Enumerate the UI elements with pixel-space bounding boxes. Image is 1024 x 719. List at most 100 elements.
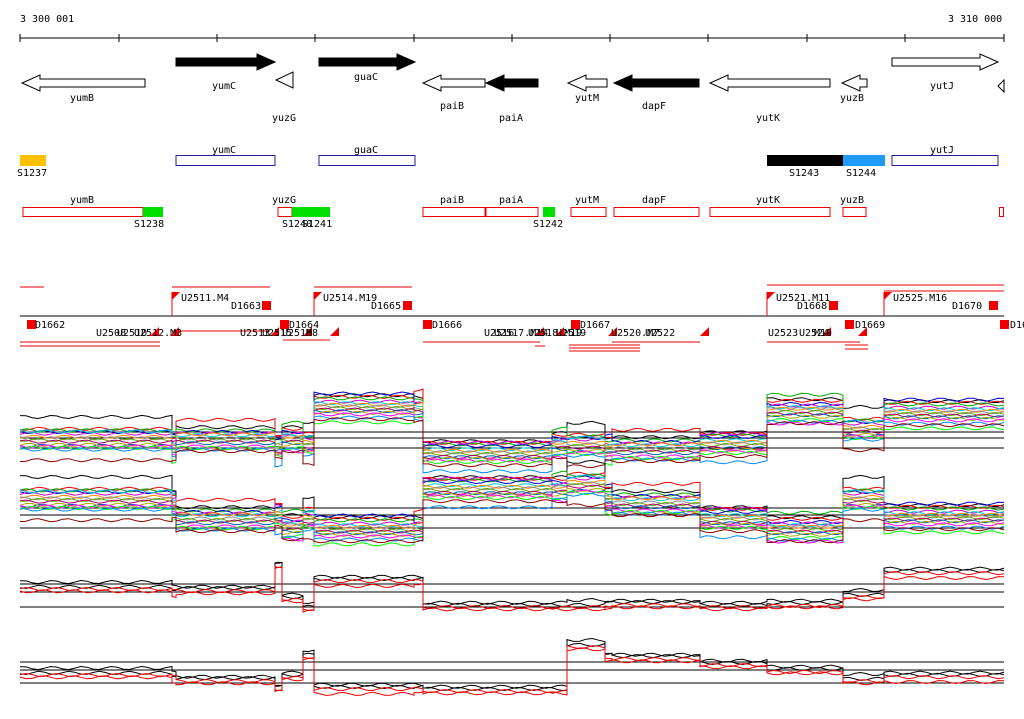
- expression-series-line: [19, 417, 1005, 469]
- gene-arrow: [20, 74, 146, 92]
- segment-S1237: S1237: [17, 155, 47, 179]
- segment-S1238: S1238: [134, 207, 164, 230]
- downshift-label: D1670: [952, 301, 982, 312]
- gene-label: yutK: [756, 113, 780, 124]
- segment-yuzB: yuzB: [840, 195, 867, 217]
- downshift-label: D1666: [432, 320, 462, 331]
- downshift-label: D1667: [580, 320, 610, 331]
- segment-label: yumC: [212, 145, 236, 156]
- expression-series-line: [19, 645, 1005, 695]
- transcript-label: U2510: [117, 328, 147, 339]
- gene-label: yumB: [70, 93, 94, 104]
- upshift-marker: [314, 292, 322, 300]
- gene-arrow: [421, 74, 486, 92]
- segment-dapF: dapF: [613, 195, 700, 217]
- downshift-marker: [403, 301, 412, 310]
- segment-label: paiA: [499, 195, 523, 206]
- expression-series-line: [19, 475, 1005, 525]
- gene-dapF: dapF: [612, 74, 700, 112]
- expression-series-line: [19, 388, 1005, 445]
- gene-label: yutM: [575, 93, 599, 104]
- transcription-shift-track: U2511.M4 U2514.M19 U2521.M11 U2525.M16 D1662…: [20, 284, 1024, 352]
- profile-panel-4: [19, 637, 1005, 696]
- downshift-marker: [571, 320, 580, 329]
- expression-series-line: [19, 415, 1005, 474]
- gene-annotation-track: yumB yumC yuzG guaC paiB paiA yutM dapF yutK yuzB…: [20, 53, 1005, 124]
- downshift-marker: [423, 320, 432, 329]
- upshift-label: U2525.M16: [893, 293, 947, 304]
- expression-series-line: [19, 404, 1005, 455]
- expression-series-line: [19, 499, 1005, 544]
- segment-yumC: yumC: [175, 145, 276, 166]
- segment-label: guaC: [354, 145, 378, 156]
- segment-box: [613, 207, 700, 217]
- segment-track-top: S1237 yumC guaC S1243 S1244 yutJ: [17, 145, 999, 179]
- segment-yutJ: yutJ: [891, 145, 999, 166]
- segment-label: yutK: [756, 195, 780, 206]
- gene-arrow: [612, 74, 700, 92]
- small-shift-marker: [822, 327, 831, 336]
- downshift-marker: [27, 320, 36, 329]
- segment-box: [842, 207, 867, 217]
- gene-label: yutJ: [930, 81, 954, 92]
- transcript-label: U2517.M14: [494, 328, 548, 339]
- segment-box: [22, 207, 144, 217]
- segment-label: yutM: [575, 195, 599, 206]
- gene-label: paiA: [499, 113, 523, 124]
- transcript-label: U2520.M7: [611, 328, 659, 339]
- gene-yutJ: yutJ: [891, 53, 1000, 92]
- transcript-label: U2518.M19: [528, 328, 582, 339]
- transcript-label: M19: [814, 328, 832, 339]
- segment-label: S1242: [533, 219, 563, 230]
- gene-yuzB: yuzB: [840, 74, 868, 104]
- small-shift-marker: [330, 327, 339, 336]
- segment-S1240: S1240: [282, 207, 312, 230]
- gene-yuzG: yuzG: [272, 71, 296, 124]
- small-shift-marker: [303, 327, 312, 336]
- segment-label: yutJ: [930, 145, 954, 156]
- segment-label: yuzG: [272, 195, 296, 206]
- expression-series-line: [19, 561, 1005, 605]
- expression-series-line: [19, 637, 1005, 689]
- segment-label: S1241: [302, 219, 332, 230]
- transcript-label: U2519: [556, 328, 586, 339]
- transcript-label: U2522: [645, 328, 675, 339]
- segment-block: [767, 155, 843, 166]
- segment-label: S1238: [134, 219, 164, 230]
- gene-yutK: yutK: [708, 74, 831, 124]
- gene-label: guaC: [354, 72, 378, 83]
- segment-label: dapF: [642, 195, 666, 206]
- segment-S1243: S1243: [767, 155, 843, 179]
- segment-yutK: yutK: [709, 195, 831, 217]
- segment-block: [143, 207, 163, 217]
- transcript-label: U2508: [96, 328, 126, 339]
- upshift-label: U2514.M19: [323, 293, 377, 304]
- gene-arrow: [274, 71, 294, 89]
- transcript-label: U2515: [262, 328, 292, 339]
- gene-paiB: paiB: [421, 74, 486, 112]
- segment-box: [485, 207, 539, 217]
- transcript-label: U2513: [240, 328, 270, 339]
- gene-paiA: paiA: [484, 74, 539, 124]
- small-shift-marker: [858, 327, 867, 336]
- segment-block: [292, 207, 306, 217]
- gene-arrow: [484, 74, 539, 92]
- expression-series-line: [19, 474, 1005, 528]
- small-shift-marker: [170, 327, 179, 336]
- segment-label: S1240: [282, 219, 312, 230]
- gene-arrow: [708, 74, 831, 92]
- transcript-label: U2523: [768, 328, 798, 339]
- gene-arrow-fragment: [997, 78, 1005, 94]
- upshift-marker: [172, 292, 180, 300]
- segment-box: [175, 155, 276, 166]
- upshift-label: U2521.M11: [776, 293, 830, 304]
- segment-label: paiB: [440, 195, 464, 206]
- downshift-marker: [1000, 320, 1009, 329]
- expression-series-line: [19, 566, 1005, 613]
- small-shift-marker: [535, 327, 544, 336]
- segment-box: [277, 207, 293, 217]
- expression-series-line: [19, 471, 1005, 521]
- expression-series-line: [19, 647, 1005, 696]
- downshift-marker: [829, 301, 838, 310]
